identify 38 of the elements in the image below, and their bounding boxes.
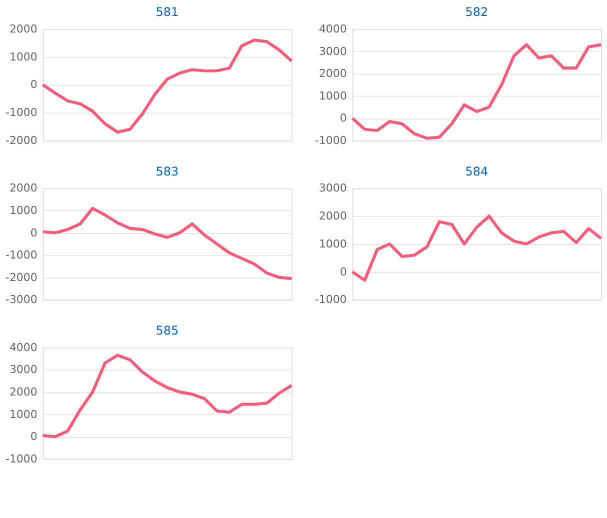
chart-title: 584 bbox=[465, 164, 488, 178]
y-tick-label: 4000 bbox=[318, 22, 347, 36]
chart-title: 585 bbox=[156, 324, 179, 338]
y-tick-label: 0 bbox=[30, 430, 38, 444]
line-series bbox=[350, 43, 603, 140]
y-tick-label: -1000 bbox=[6, 452, 38, 466]
y-tick-label: -1000 bbox=[314, 293, 347, 306]
y-tick-label: 0 bbox=[30, 226, 38, 240]
y-tick-label: 1000 bbox=[9, 204, 38, 218]
chart-title: 582 bbox=[465, 5, 488, 20]
y-tick-label: 2000 bbox=[9, 22, 38, 36]
line-series bbox=[350, 214, 603, 282]
chart-title: 583 bbox=[156, 164, 179, 178]
y-tick-label: -1000 bbox=[6, 106, 38, 120]
y-tick-label: 1000 bbox=[9, 408, 38, 421]
y-tick-label: 1000 bbox=[318, 89, 347, 102]
y-tick-label: -1000 bbox=[314, 134, 347, 147]
y-tick-label: 2000 bbox=[318, 67, 347, 80]
y-tick-label: 1000 bbox=[9, 50, 38, 64]
y-tick-label: 3000 bbox=[318, 182, 347, 195]
y-tick-label: 4000 bbox=[9, 340, 38, 354]
y-tick-label: -2000 bbox=[6, 134, 38, 147]
y-tick-label: 0 bbox=[340, 265, 347, 278]
y-tick-label: -3000 bbox=[6, 293, 38, 306]
y-tick-label: 0 bbox=[30, 78, 38, 92]
y-tick-label: 2000 bbox=[9, 386, 38, 399]
y-tick-label: 2000 bbox=[318, 210, 347, 223]
line-series bbox=[41, 206, 294, 280]
y-tick-label: -1000 bbox=[6, 248, 38, 262]
chart-title: 581 bbox=[156, 5, 179, 20]
y-tick-label: 2000 bbox=[9, 182, 38, 195]
y-tick-label: 1000 bbox=[318, 237, 347, 250]
y-tick-label: -2000 bbox=[6, 270, 38, 284]
line-series bbox=[41, 38, 294, 134]
y-tick-label: 3000 bbox=[9, 363, 38, 376]
y-tick-label: 0 bbox=[340, 112, 347, 125]
y-tick-label: 3000 bbox=[318, 44, 347, 58]
line-series bbox=[41, 354, 294, 438]
